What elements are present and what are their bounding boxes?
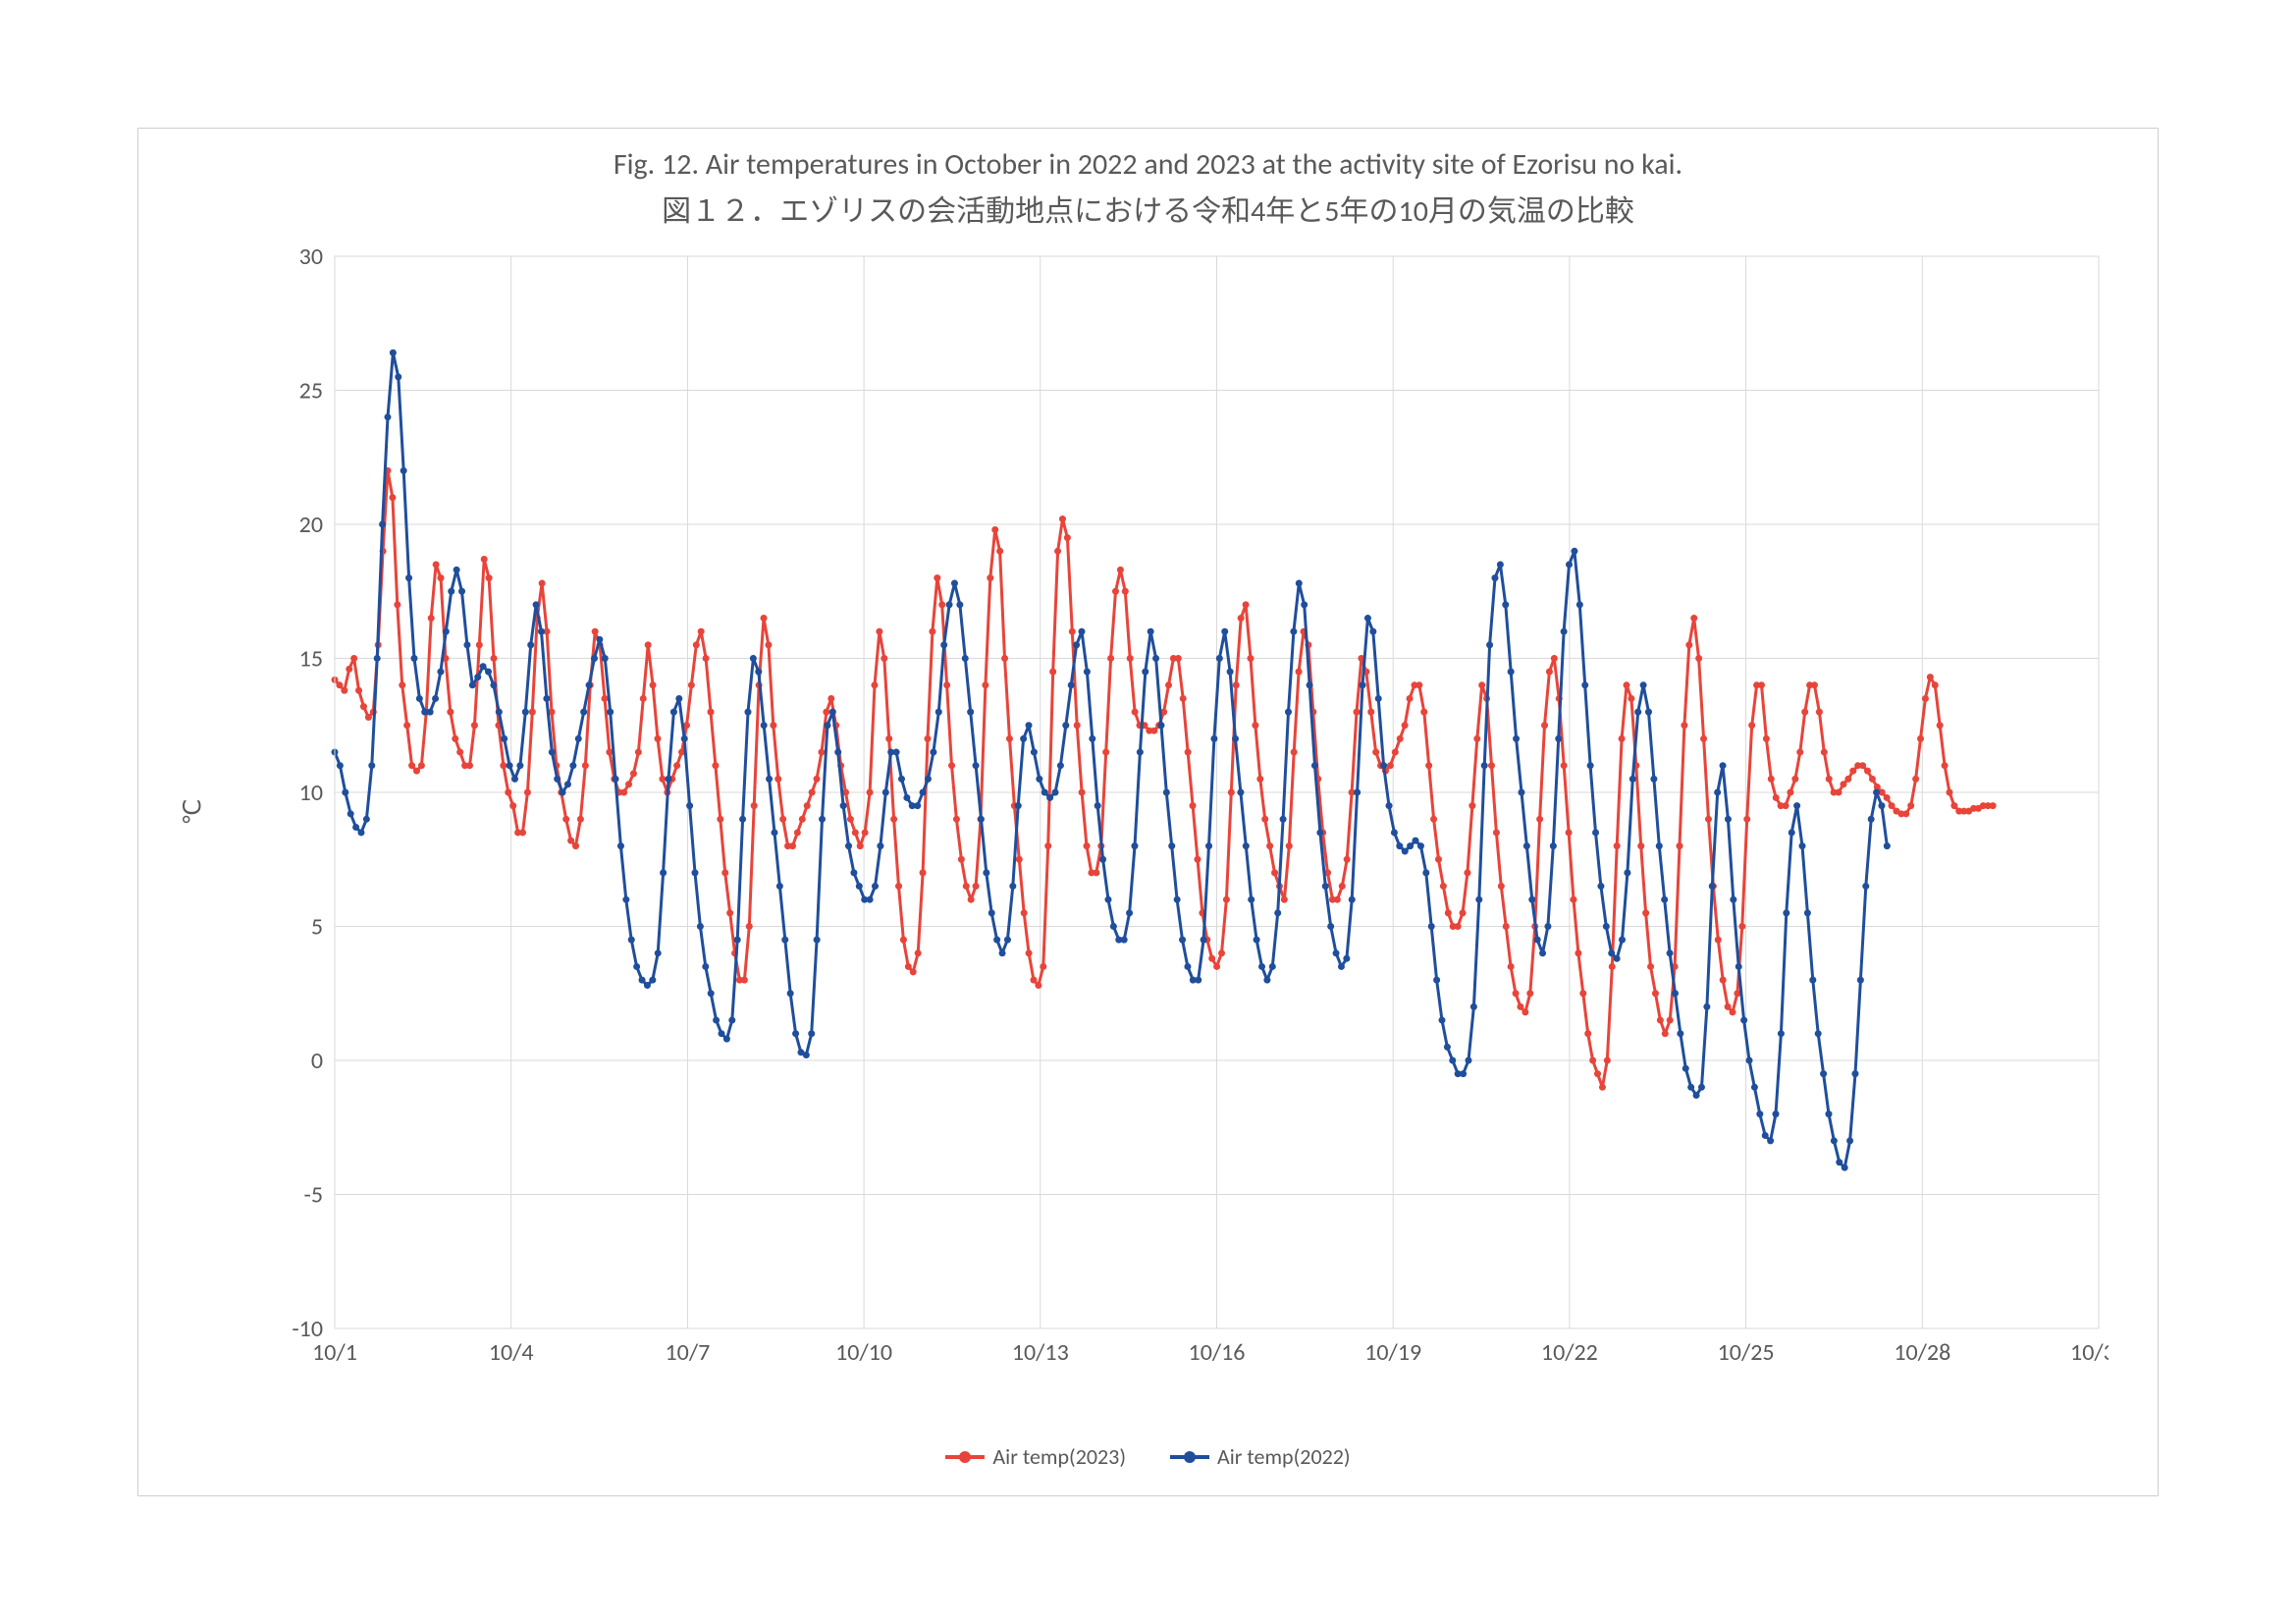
- svg-text:10/22: 10/22: [1541, 1338, 1598, 1367]
- legend-item-2023: Air temp(2023): [945, 1443, 1126, 1470]
- svg-text:20: 20: [299, 511, 323, 539]
- svg-text:30: 30: [299, 246, 323, 271]
- svg-text:10/28: 10/28: [1894, 1338, 1950, 1367]
- svg-text:10/16: 10/16: [1189, 1338, 1246, 1367]
- svg-text:25: 25: [299, 377, 323, 406]
- svg-text:10: 10: [299, 779, 323, 807]
- plot-area: 10/110/410/710/1010/1310/1610/1910/2210/…: [266, 246, 2109, 1378]
- svg-text:10/25: 10/25: [1718, 1338, 1775, 1367]
- svg-text:5: 5: [311, 913, 323, 942]
- svg-text:10/7: 10/7: [666, 1338, 711, 1367]
- legend-label-2023: Air temp(2023): [992, 1443, 1126, 1470]
- svg-text:-10: -10: [292, 1315, 323, 1343]
- svg-text:10/4: 10/4: [489, 1338, 534, 1367]
- chart-title-jp: 図１２．エゾリスの会活動地点における令和4年と5年の10月の気温の比較: [138, 187, 2158, 230]
- legend-label-2022: Air temp(2022): [1217, 1443, 1351, 1470]
- y-axis-label: ℃: [179, 799, 207, 826]
- svg-text:10/19: 10/19: [1364, 1338, 1421, 1367]
- svg-text:10/10: 10/10: [835, 1338, 892, 1367]
- legend: Air temp(2023) Air temp(2022): [138, 1436, 2158, 1471]
- svg-text:10/13: 10/13: [1012, 1338, 1069, 1367]
- legend-item-2022: Air temp(2022): [1170, 1443, 1351, 1470]
- svg-text:0: 0: [311, 1047, 323, 1075]
- chart-title-block: Fig. 12. Air temperatures in October in …: [138, 146, 2158, 230]
- svg-text:15: 15: [299, 645, 323, 674]
- chart-title-en: Fig. 12. Air temperatures in October in …: [138, 146, 2158, 183]
- svg-text:10/31: 10/31: [2070, 1338, 2109, 1367]
- svg-text:-5: -5: [303, 1181, 323, 1210]
- chart-frame: Fig. 12. Air temperatures in October in …: [137, 128, 2159, 1496]
